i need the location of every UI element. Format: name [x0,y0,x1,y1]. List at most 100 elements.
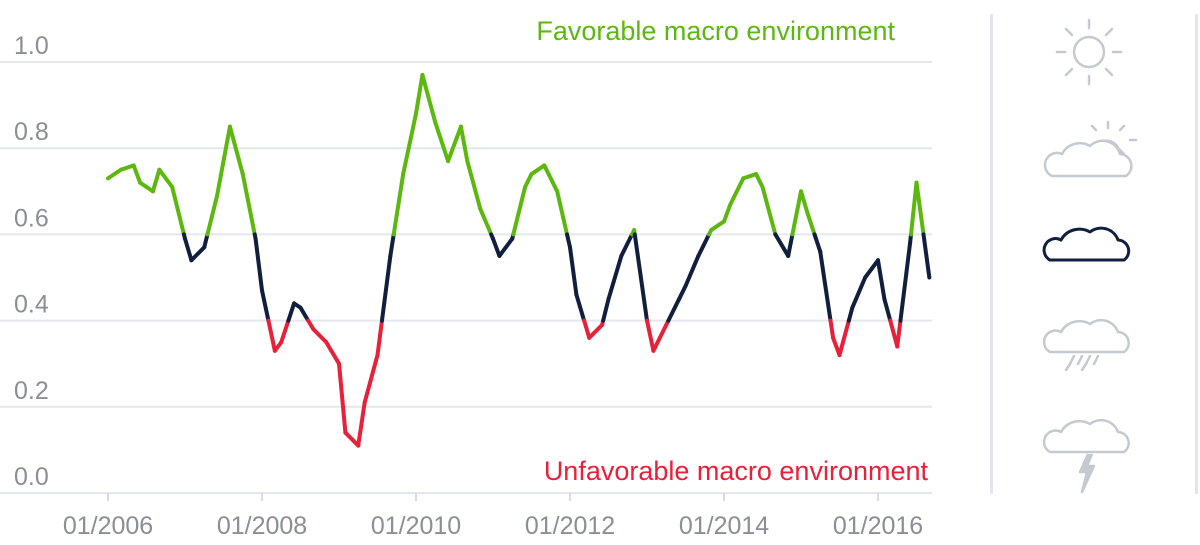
sun-icon [1055,18,1123,86]
series-segment [786,232,795,258]
series-segment [298,305,311,323]
y-tick-label: 0.8 [14,118,49,146]
series-segment [337,361,348,435]
series-segment [754,172,765,189]
series-segment [286,301,297,323]
series-segment [497,236,515,258]
series-segment [202,232,210,250]
series-segment [846,305,855,323]
series-segment [898,241,913,323]
y-axis-ticks: 0.0 0.2 0.4 0.6 0.8 1.0 [14,32,49,491]
series-segment [818,249,833,323]
series-segment [511,184,528,237]
series-segment [677,284,688,302]
series-segment [876,258,887,302]
series-segment [909,180,919,237]
series-segment [828,318,836,340]
series-segment [343,430,361,448]
series-segment [189,245,207,263]
series-segment [619,232,635,258]
partly-cloudy-icon [1043,120,1138,178]
y-tick-label: 0.4 [14,291,49,319]
line-chart: 0.0 0.2 0.4 0.6 0.8 1.0 01/2006 01/2008 01/2010… [0,16,932,540]
x-tick-label: 01/2012 [525,512,615,540]
series-segment [491,236,502,258]
series-segment [574,292,587,323]
series-segment [582,318,592,340]
series-segment [324,340,341,366]
series-segment [266,318,277,353]
y-tick-label: 0.0 [14,463,49,491]
series-segment [895,318,903,349]
weather-legend-panel [990,14,1200,494]
series-segment [799,189,810,215]
series-segment [379,253,393,323]
series-segment [356,400,367,448]
series-segment [253,236,264,293]
series-segment [542,163,560,194]
x-tick-label: 01/2006 [63,512,153,540]
x-tick-label: 01/2016 [833,512,923,540]
series-segment [362,353,380,405]
series-segment [205,193,220,237]
series-segment [587,322,605,340]
series-segment [118,163,136,172]
series-segment [375,318,384,358]
series-segment [478,206,494,237]
series-segment [863,258,880,280]
series-segment [606,253,624,302]
series-segment [683,253,701,289]
series-segment [790,189,803,237]
series-segment [446,124,463,164]
y-tick-label: 0.6 [14,204,49,232]
series-segment [465,159,483,211]
series-segment [722,202,733,224]
series-segment [709,219,726,233]
x-tick-label: 01/2010 [371,512,461,540]
series-segment [651,322,669,353]
series-segment [696,232,712,258]
series-segment [227,124,245,177]
series-segment [773,232,791,258]
x-tick-label: 01/2014 [679,512,769,540]
panel-divider-left [990,14,993,494]
series-segment [279,318,291,345]
favorable-annotation: Favorable macro environment [536,16,895,46]
x-axis-ticks: 01/2006 01/2008 01/2010 01/2012 01/2014 01/20… [63,493,923,540]
panel-divider-right [1195,14,1198,494]
weather-icons [1042,18,1138,494]
unfavorable-annotation: Unfavorable macro environment [544,456,929,486]
series-segment [157,167,175,189]
series-segment [260,288,271,323]
series-segment [401,111,418,177]
series-segment [391,172,406,237]
thunderstorm-icon [1042,418,1130,494]
series-segment [414,72,425,116]
series-segment [131,163,143,185]
series-segment [741,172,759,181]
series-segment [805,210,817,237]
series-segment [106,167,123,181]
series-segment [529,163,547,177]
series-segment [666,297,682,323]
series-segment [837,318,851,358]
series-segment [183,236,194,263]
series-segment [555,189,570,237]
series-segment [240,172,257,237]
series-segment [458,124,470,164]
x-tick-label: 01/2008 [217,512,307,540]
series-segment [138,180,155,194]
series-segment [568,245,579,297]
series-segment [632,232,649,323]
cloud-icon [1042,226,1131,262]
series-line [106,72,932,448]
series-segment [215,124,232,198]
series-segment [433,120,451,164]
rain-cloud-icon [1042,318,1130,372]
grid [0,61,932,494]
series-segment [921,232,932,280]
series-segment [565,232,572,250]
series-segment [523,172,534,189]
series-segment [812,232,823,254]
series-segment [150,167,162,194]
